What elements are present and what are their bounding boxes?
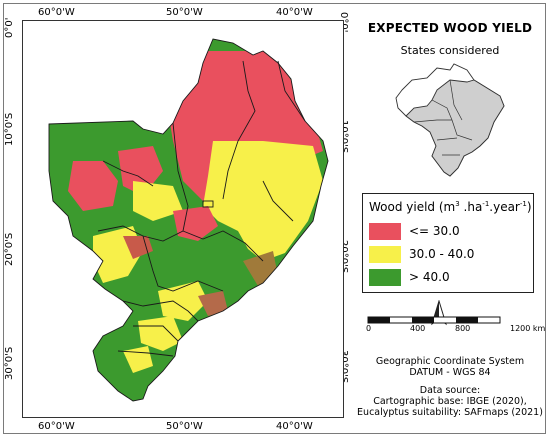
scale-label-400: 400 [410, 324, 426, 333]
crs-line-2: DATUM - WGS 84 [409, 367, 491, 378]
map-subtitle: States considered [400, 44, 500, 57]
scale-label-1200: 1200 km [510, 324, 546, 333]
source-line-1: Cartographic base: IBGE (2020), [373, 396, 527, 407]
scale-label-800: 800 [455, 324, 471, 333]
crs-line-1: Geographic Coordinate System [375, 356, 525, 367]
scale-label-0: 0 [366, 324, 372, 333]
scale-bar [367, 312, 537, 331]
legend-label-low: <= 30.0 [409, 224, 460, 238]
bottom-tick-40w: 40°0'W [276, 421, 313, 432]
legend-item-low: <= 30.0 [369, 222, 460, 240]
map-layout-frame [3, 3, 546, 434]
map-title: EXPECTED WOOD YIELD [367, 21, 533, 35]
legend-swatch-red [369, 222, 401, 240]
top-tick-60w: 60°0'W [38, 7, 75, 18]
legend: Wood yield (m3 .ha-1.year-1) <= 30.0 30.… [362, 193, 534, 293]
brazil-outline-svg [395, 63, 505, 177]
source-title: Data source: [419, 385, 481, 396]
legend-label-mid: 30.0 - 40.0 [409, 247, 475, 261]
top-tick-40w: 40°0'W [276, 7, 313, 18]
legend-label-high: > 40.0 [409, 270, 450, 284]
top-tick-50w: 50°0'W [166, 7, 203, 18]
legend-swatch-green [369, 268, 401, 286]
left-tick-10s: 10°0'S [4, 112, 15, 146]
yield-map-svg [48, 38, 329, 402]
left-tick-20s: 20°0'S [4, 232, 15, 266]
bottom-tick-60w: 60°0'W [38, 421, 75, 432]
main-map[interactable] [22, 20, 344, 418]
bottom-tick-50w: 50°0'W [166, 421, 203, 432]
brazil-inset-map [392, 60, 507, 182]
left-tick-0: 0°0' [4, 17, 15, 38]
legend-item-mid: 30.0 - 40.0 [369, 245, 474, 263]
legend-item-high: > 40.0 [369, 268, 450, 286]
left-tick-30s: 30°0'S [4, 346, 15, 380]
legend-swatch-yellow [369, 245, 401, 263]
legend-title: Wood yield (m3 .ha-1.year-1) [369, 200, 532, 214]
source-line-2: Eucalyptus suitability: SAFmaps (2021) [357, 407, 543, 418]
